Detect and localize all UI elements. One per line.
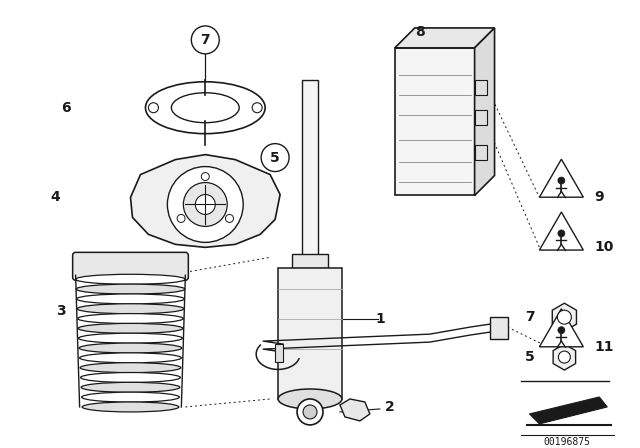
Text: 9: 9: [595, 190, 604, 204]
Ellipse shape: [76, 274, 186, 284]
Bar: [275, 344, 283, 362]
Circle shape: [557, 310, 572, 324]
Ellipse shape: [80, 363, 181, 373]
Text: 4: 4: [51, 190, 61, 204]
Circle shape: [558, 351, 570, 363]
Polygon shape: [131, 155, 280, 247]
Circle shape: [148, 103, 159, 113]
Ellipse shape: [303, 405, 317, 419]
Text: 6: 6: [61, 101, 70, 115]
Circle shape: [195, 194, 215, 215]
Circle shape: [558, 327, 565, 334]
Polygon shape: [553, 344, 575, 370]
Text: 5: 5: [525, 350, 534, 364]
Polygon shape: [340, 399, 370, 421]
Ellipse shape: [81, 382, 180, 392]
Circle shape: [202, 172, 209, 181]
Text: 00196875: 00196875: [544, 437, 591, 447]
Ellipse shape: [79, 333, 182, 343]
Ellipse shape: [76, 284, 185, 294]
Text: 11: 11: [595, 340, 614, 354]
FancyBboxPatch shape: [72, 252, 188, 280]
Bar: [475, 110, 486, 125]
Text: 1: 1: [375, 312, 385, 326]
Polygon shape: [540, 159, 583, 197]
Ellipse shape: [172, 93, 239, 123]
Polygon shape: [529, 397, 607, 424]
Polygon shape: [395, 28, 495, 48]
Text: 7: 7: [525, 310, 534, 324]
Ellipse shape: [79, 353, 181, 363]
Text: 3: 3: [56, 304, 65, 318]
Bar: [475, 80, 486, 95]
Text: 2: 2: [385, 400, 395, 414]
Ellipse shape: [82, 392, 179, 402]
Bar: [475, 145, 486, 159]
Circle shape: [261, 144, 289, 172]
Circle shape: [225, 215, 234, 222]
Text: 5: 5: [270, 151, 280, 164]
Polygon shape: [552, 303, 577, 331]
Circle shape: [252, 103, 262, 113]
Ellipse shape: [79, 343, 182, 353]
Circle shape: [177, 215, 185, 222]
Bar: [490, 317, 508, 339]
Ellipse shape: [81, 372, 180, 383]
Bar: [292, 254, 328, 268]
Bar: [395, 48, 475, 195]
Polygon shape: [540, 309, 583, 347]
Text: 8: 8: [415, 25, 424, 39]
Circle shape: [183, 182, 227, 226]
Circle shape: [558, 230, 565, 237]
Polygon shape: [540, 212, 583, 250]
Ellipse shape: [78, 323, 183, 333]
Text: 10: 10: [595, 241, 614, 254]
Ellipse shape: [278, 389, 342, 409]
Bar: [302, 80, 318, 257]
Circle shape: [168, 167, 243, 242]
Circle shape: [191, 26, 220, 54]
Ellipse shape: [77, 294, 184, 304]
Ellipse shape: [297, 399, 323, 425]
Bar: [278, 268, 342, 399]
Polygon shape: [475, 28, 495, 195]
Circle shape: [558, 177, 565, 184]
Text: 7: 7: [200, 33, 210, 47]
Ellipse shape: [145, 82, 265, 134]
Ellipse shape: [77, 314, 183, 323]
Ellipse shape: [82, 402, 179, 412]
Ellipse shape: [77, 304, 184, 314]
